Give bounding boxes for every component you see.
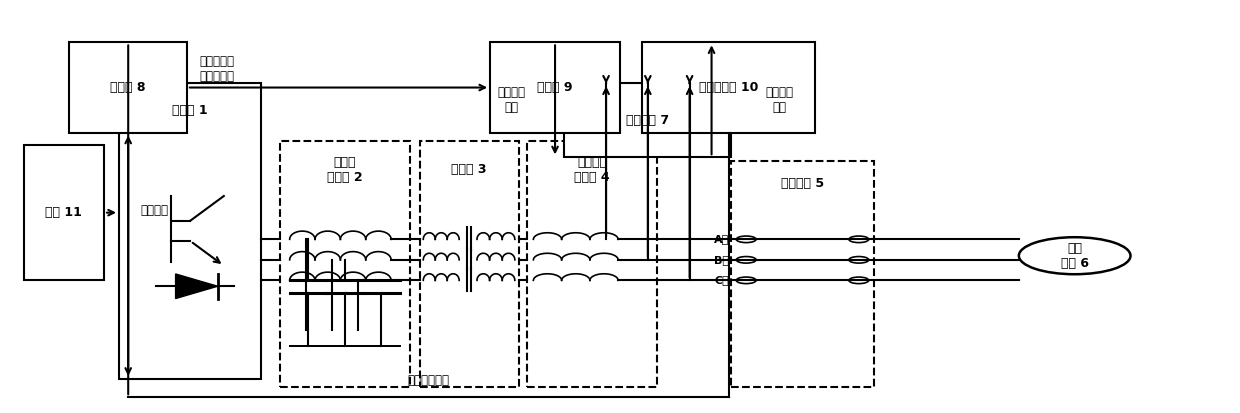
Text: 控制器 8: 控制器 8: [110, 81, 146, 94]
Text: C相: C相: [714, 275, 729, 285]
Bar: [419, 141, 518, 387]
Text: 驱动指令: 驱动指令: [140, 204, 169, 217]
Text: 正弦波
滤波器 2: 正弦波 滤波器 2: [327, 156, 362, 184]
Text: 高频检测
信号: 高频检测 信号: [497, 86, 526, 114]
Bar: [69, 43, 187, 133]
Bar: [564, 83, 732, 157]
Bar: [119, 83, 262, 379]
Polygon shape: [176, 274, 218, 299]
Text: 带通滤波器 10: 带通滤波器 10: [699, 81, 759, 94]
Text: 永磁
电机 6: 永磁 电机 6: [1060, 242, 1089, 270]
Text: 高频信号
阻波器 4: 高频信号 阻波器 4: [574, 156, 610, 184]
Text: 变压器 3: 变压器 3: [451, 163, 487, 176]
Bar: [732, 161, 874, 387]
Bar: [642, 43, 816, 133]
Bar: [527, 141, 657, 387]
Text: 高频电压分量: 高频电压分量: [408, 374, 450, 387]
Bar: [490, 43, 620, 133]
Text: 信号源 9: 信号源 9: [537, 81, 573, 94]
Text: B相: B相: [714, 255, 729, 265]
Bar: [24, 145, 104, 280]
Text: 逆变器 1: 逆变器 1: [172, 104, 208, 116]
Text: 耦合电路 7: 耦合电路 7: [626, 114, 670, 127]
Text: 电源 11: 电源 11: [46, 206, 82, 219]
Text: A相: A相: [714, 234, 729, 244]
Text: 耦合电路
信号: 耦合电路 信号: [765, 86, 794, 114]
Text: 长线电缆 5: 长线电缆 5: [781, 178, 825, 190]
Text: 高频检测信
号频率指令: 高频检测信 号频率指令: [200, 55, 234, 83]
Bar: [280, 141, 409, 387]
